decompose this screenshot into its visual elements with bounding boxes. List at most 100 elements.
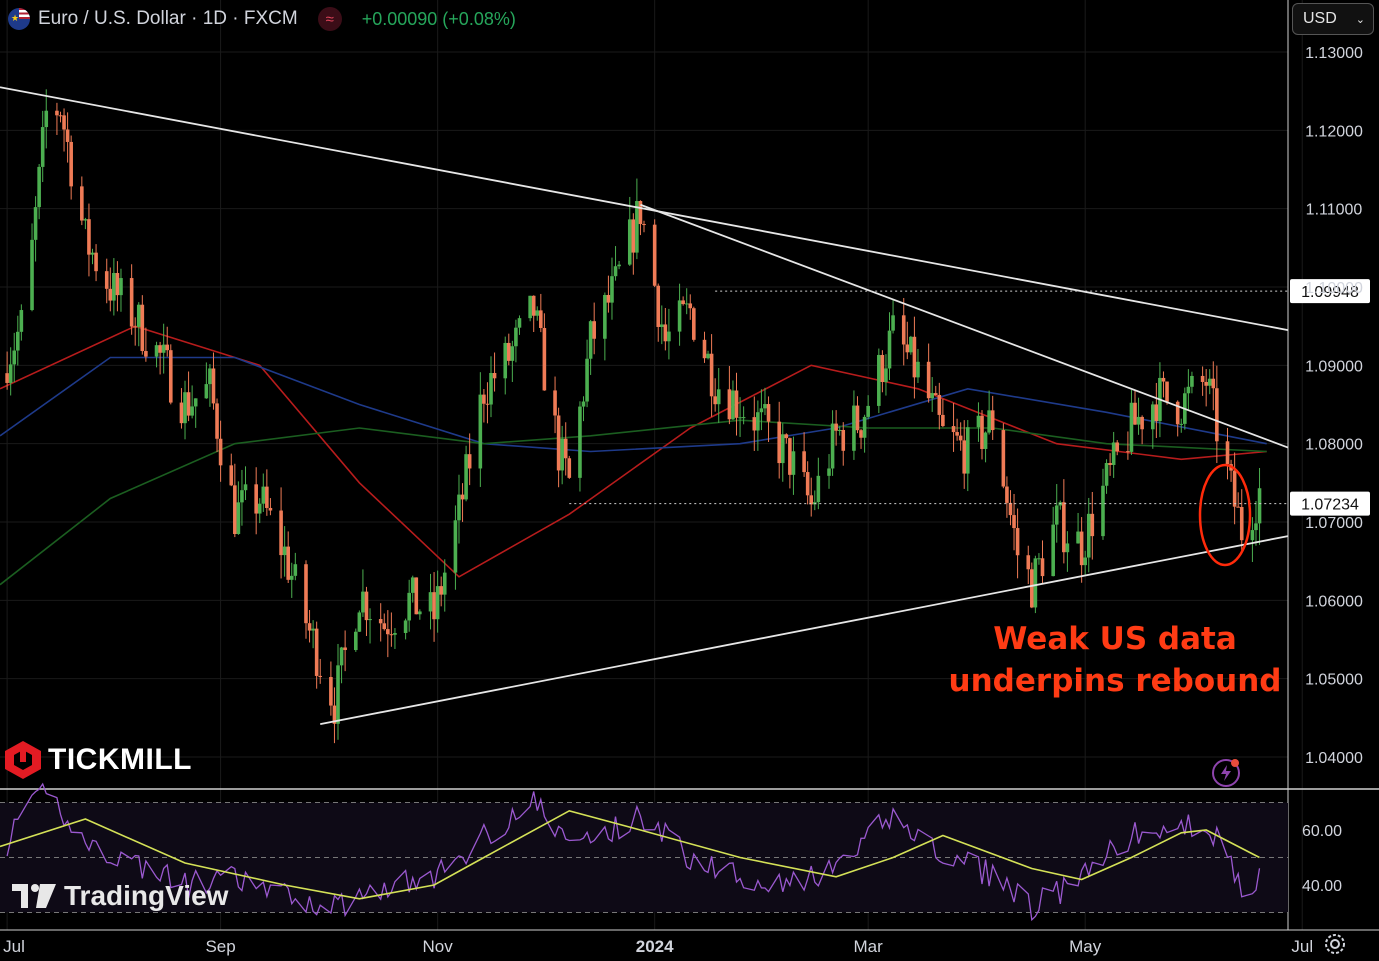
candle-up: [1086, 513, 1091, 558]
candle-down: [1232, 470, 1237, 507]
trendline: [320, 535, 1289, 725]
candle-down: [937, 394, 942, 415]
candle-up: [403, 620, 408, 634]
candle-up: [261, 486, 266, 504]
candle-down: [5, 373, 9, 383]
candle-down: [663, 324, 668, 342]
price-change: +0.00090 (+0.08%): [361, 8, 516, 29]
candle-down: [314, 628, 319, 676]
gear-icon[interactable]: [1323, 932, 1347, 956]
candle-down: [65, 129, 70, 142]
candle-down: [809, 495, 814, 505]
candle-up: [716, 389, 721, 405]
candle-up: [706, 353, 710, 359]
candle-up: [1257, 488, 1262, 524]
candle-up: [243, 484, 248, 491]
price-tick-label: 1.13000: [1305, 45, 1363, 62]
candle-up: [610, 276, 614, 303]
candle-up: [891, 315, 895, 331]
candle-down: [87, 219, 91, 255]
candle-up: [862, 416, 867, 438]
candle-up: [560, 438, 564, 471]
candle-down: [855, 405, 860, 431]
candle-down: [233, 485, 237, 535]
time-tick-label: Sep: [205, 937, 235, 956]
candle-down: [784, 434, 789, 439]
candle-down: [1115, 442, 1120, 452]
moving-averages: [0, 325, 1267, 586]
candle-down: [901, 315, 906, 345]
candle-up: [453, 520, 458, 573]
tickmill-mark-icon: [5, 741, 41, 779]
candle-down: [1079, 531, 1084, 566]
candle-down: [642, 224, 646, 226]
candle-down: [129, 278, 134, 327]
candle-up: [154, 345, 159, 357]
candle-down: [563, 438, 568, 459]
candle-down: [482, 394, 486, 404]
candle-down: [165, 344, 170, 351]
candle-down: [692, 308, 696, 340]
candle-up: [827, 468, 831, 476]
candle-up: [578, 406, 582, 478]
candle-up: [517, 318, 522, 328]
candle-up: [1104, 463, 1109, 486]
currency-select[interactable]: USD ⌄: [1292, 3, 1374, 35]
candle-up: [965, 427, 970, 474]
candle-up: [603, 294, 607, 339]
candle-up: [240, 490, 244, 503]
candle-up: [1190, 375, 1194, 387]
candle-up: [1129, 402, 1134, 452]
candle-up: [1065, 543, 1070, 553]
candle-down: [941, 414, 945, 427]
candle-up: [830, 423, 835, 469]
candle-down: [318, 675, 323, 678]
candle-down: [990, 410, 995, 431]
candle-up: [1051, 524, 1055, 577]
candle-up: [119, 278, 123, 296]
candle-up: [361, 591, 365, 613]
price-tick-label: 1.12000: [1305, 123, 1363, 140]
candle-up: [1186, 386, 1191, 394]
candle-down: [905, 344, 910, 353]
candle-up: [19, 310, 24, 332]
candle-up: [442, 572, 447, 595]
candle-down: [912, 336, 917, 378]
candle-down: [80, 186, 84, 221]
candle-down: [652, 224, 657, 286]
candle-up: [1037, 558, 1041, 560]
candle-up: [791, 451, 796, 475]
candle-down: [265, 486, 269, 508]
candle-up: [677, 300, 682, 332]
candle-down: [94, 252, 98, 272]
candle-up: [193, 398, 198, 407]
candle-up: [659, 324, 664, 327]
approx-icon[interactable]: ≈: [317, 7, 342, 31]
candle-down: [638, 201, 643, 225]
candle-up: [435, 586, 440, 620]
symbol-header[interactable]: Euro / U.S. Dollar · 1D · FXCM ≈ +0.0009…: [8, 6, 516, 32]
candle-up: [464, 454, 468, 500]
candle-down: [485, 403, 490, 405]
candle-up: [489, 372, 493, 405]
candle-down: [1239, 507, 1244, 541]
candle-down: [268, 507, 273, 511]
tradingview-wordmark: TradingView: [64, 880, 229, 911]
candle-down: [542, 328, 547, 391]
candle-down: [951, 426, 956, 433]
candle-up: [257, 503, 262, 514]
candle-down: [467, 454, 472, 469]
price-tick-label: 1.11000: [1306, 202, 1363, 219]
candle-up: [410, 577, 415, 593]
tradingview-mark-icon: [12, 884, 56, 908]
candle-down: [834, 423, 838, 431]
price-tick-label: 1.07000: [1305, 515, 1363, 532]
candle-up: [83, 219, 88, 221]
candle-down: [115, 272, 120, 296]
candle-down: [1140, 416, 1144, 430]
candle-up: [1136, 416, 1141, 425]
lightning-icon[interactable]: [1210, 756, 1242, 788]
candle-down: [734, 390, 739, 418]
candle-up: [293, 564, 298, 576]
